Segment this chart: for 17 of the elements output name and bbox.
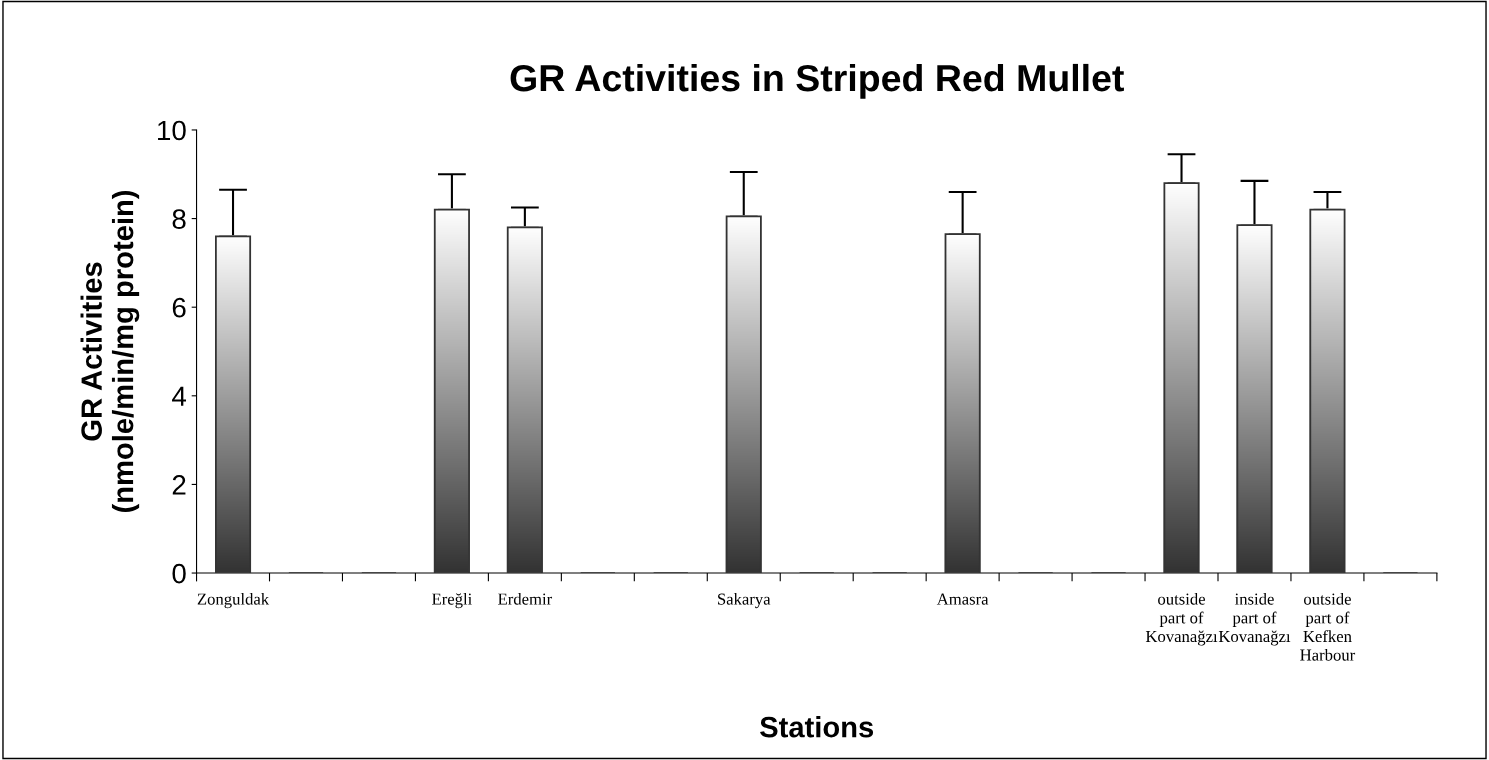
x-tick-label: Amasra — [936, 593, 989, 605]
x-tick-label: inside part of Kovanağzı — [1218, 592, 1291, 646]
y-tick-label: 4 — [172, 386, 187, 406]
y-tick-label: 6 — [172, 297, 186, 318]
x-tick-label: outside part of Kovanağzı — [1145, 592, 1218, 646]
y-tick-label: 2 — [172, 475, 186, 495]
chart-title: GR Activities in Striped Red Mullet — [510, 63, 1124, 99]
x-axis-title: Stations — [760, 716, 874, 738]
x-tick-label: Ereğli — [432, 592, 472, 609]
x-tick-label: Sakarya — [718, 592, 771, 609]
x-tick-label: Erdemir — [498, 592, 553, 605]
y-tick-label: 0 — [172, 563, 186, 584]
x-tick-label: outside part of Kefken Harbour — [1300, 592, 1356, 661]
y-tick-label: 10 — [158, 120, 186, 141]
y-axis-title: GR Activities (nmole/min/mg protein) — [80, 190, 140, 513]
x-tick-label: Zonguldak — [197, 592, 270, 609]
y-tick-label: 8 — [172, 209, 186, 229]
